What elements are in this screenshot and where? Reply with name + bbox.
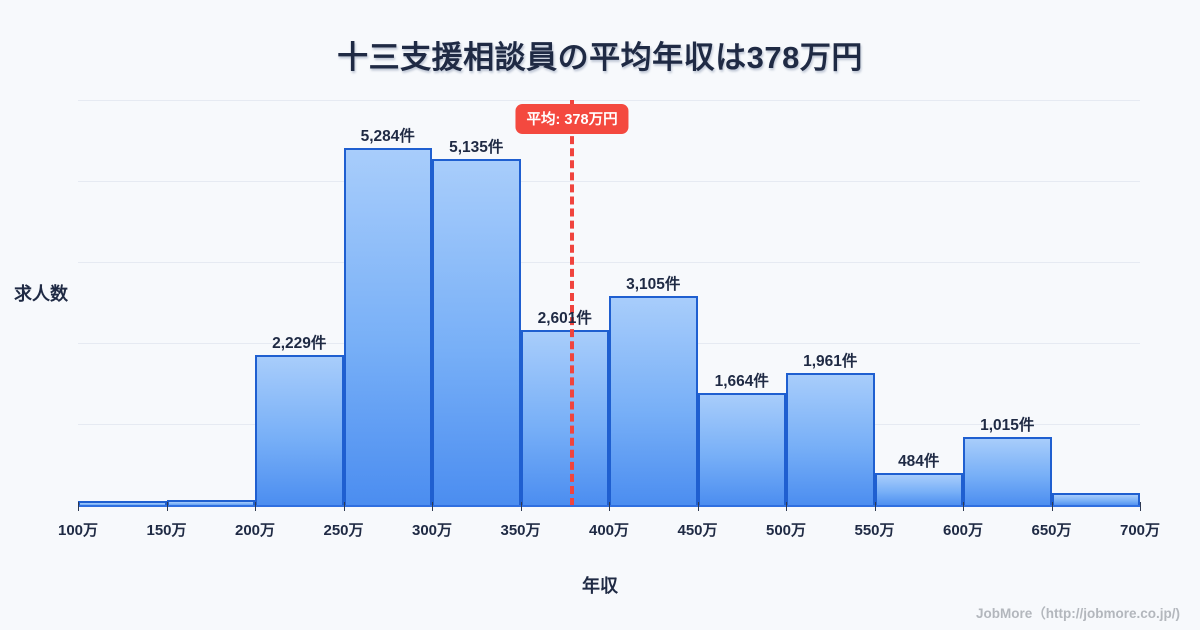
- x-axis-tick-label: 400万: [588, 522, 630, 539]
- x-axis-tick: [343, 502, 345, 511]
- bar[interactable]: [343, 148, 432, 506]
- x-axis-tick: [432, 502, 433, 511]
- x-axis-tick-label: 150万: [146, 522, 187, 539]
- bar[interactable]: [697, 393, 786, 506]
- bar[interactable]: [1051, 493, 1140, 506]
- x-axis-tick: [166, 502, 168, 511]
- x-axis-tick-label: 300万: [411, 522, 453, 539]
- x-axis-tick: [874, 502, 876, 511]
- x-axis-tick-label: 550万: [854, 522, 895, 539]
- x-axis-tick: [520, 502, 522, 511]
- x-axis-tick: [1140, 502, 1141, 511]
- gridline: [78, 181, 1140, 182]
- bar[interactable]: [609, 295, 698, 506]
- bar-value-label: 2,229件: [272, 335, 327, 353]
- average-badge: 平均: 378万円: [515, 104, 629, 134]
- x-axis-tick: [78, 502, 79, 511]
- bar-value-label: 1,664件: [714, 373, 769, 391]
- page-title: 十三支援相談員の平均年収は378万円: [337, 40, 863, 75]
- x-axis-tick-label: 200万: [234, 522, 276, 539]
- bar-value-label: 1,961件: [803, 353, 858, 371]
- bar-value-label: 1,015件: [980, 417, 1035, 435]
- bar-value-label: 5,284件: [360, 128, 415, 146]
- plot-area: 平均: 378万円: [78, 100, 1141, 511]
- x-axis-tick: [609, 502, 610, 511]
- x-axis-tick-label: 100万: [57, 522, 99, 539]
- x-axis-tick-label: 500万: [765, 522, 807, 539]
- watermark-footer: JobMore（http://jobmore.co.jp/): [976, 606, 1180, 621]
- x-axis-tick: [697, 502, 699, 511]
- x-axis-tick-label: 350万: [500, 522, 541, 539]
- x-axis-tick-label: 700万: [1119, 522, 1161, 539]
- x-axis-title: 年収: [582, 576, 618, 596]
- bar[interactable]: [963, 437, 1052, 506]
- bar[interactable]: [432, 158, 521, 506]
- bar-value-label: 5,135件: [449, 138, 504, 156]
- y-axis-title: 求人数: [14, 284, 68, 304]
- x-axis-tick: [255, 502, 256, 511]
- x-axis-tick-label: 650万: [1031, 522, 1072, 539]
- bar-value-label: 2,601件: [537, 309, 592, 327]
- bar[interactable]: [786, 373, 875, 506]
- gridline: [78, 262, 1140, 263]
- gridline: [78, 100, 1140, 101]
- bar[interactable]: [520, 330, 609, 506]
- bar-value-label: 484件: [898, 453, 940, 471]
- average-line: [570, 100, 575, 506]
- x-axis-tick-label: 250万: [323, 522, 364, 539]
- bar[interactable]: [874, 473, 963, 506]
- x-axis-tick-label: 600万: [942, 522, 984, 539]
- x-axis-tick-label: 450万: [677, 522, 718, 539]
- bar-value-label: 3,105件: [626, 275, 681, 293]
- bar[interactable]: [255, 355, 344, 506]
- x-axis-tick: [786, 502, 787, 511]
- x-axis-tick: [963, 502, 964, 511]
- x-axis-tick: [1051, 502, 1053, 511]
